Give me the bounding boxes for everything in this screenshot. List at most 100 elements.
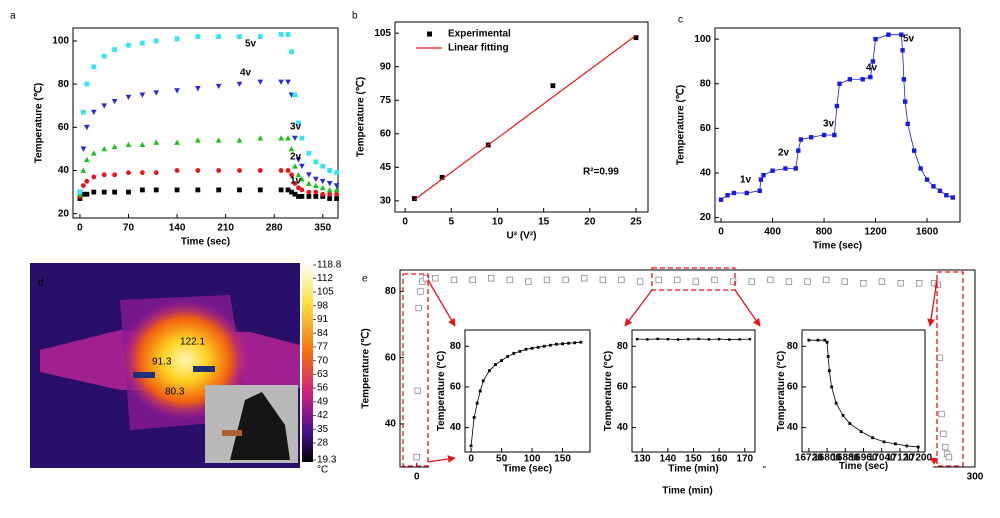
point [111,99,118,105]
point [832,132,837,138]
point [536,345,540,349]
point [718,197,724,202]
y-tick-label: 40 [787,422,799,433]
point [911,148,917,153]
point [139,92,146,98]
x-tick-label: 150 [554,454,571,465]
point [413,453,420,461]
point [112,47,118,52]
point [313,189,319,195]
point [215,137,222,143]
point [550,83,556,89]
point [656,337,659,341]
point [305,172,312,178]
point [414,387,421,395]
point [285,79,291,85]
point [285,135,291,141]
point [295,171,302,178]
point [770,168,775,173]
point [837,81,842,86]
point [194,137,201,143]
point [918,166,923,171]
point [934,281,941,289]
y-axis-title: Temperature (℃) [361,328,372,409]
point [707,338,711,341]
point [432,275,439,282]
x-tick-label: 16880 [831,453,859,464]
point [411,196,417,201]
point [101,189,107,195]
point [931,184,936,189]
annotation: 5v [903,34,915,45]
x-tick-label: 0 [468,454,474,465]
point [905,444,909,448]
point [90,150,97,156]
y-tick-label: 60 [58,122,70,133]
point [902,99,908,104]
point [936,354,943,361]
point [916,445,920,449]
x-tick-label: 0 [402,217,408,228]
point [326,181,333,187]
point [327,191,333,197]
point [870,59,876,64]
y-axis-title: Temperature (℃) [356,77,367,158]
x-axis-title: Time (min) [668,463,718,474]
colorbar-unit: °C [317,465,328,476]
panel-label: c [678,15,683,26]
point [796,148,801,153]
point [506,355,510,358]
photo-clip [222,430,242,436]
point [320,163,326,169]
point [299,163,305,170]
point [646,338,649,341]
point [599,276,607,284]
point [101,103,108,109]
point [292,181,298,186]
point [500,359,503,362]
point [333,183,340,189]
thermal-image [30,263,313,468]
y-tick-label: 100 [52,36,69,47]
x-tick-label: 17200 [904,453,932,464]
point [236,137,243,143]
point [415,304,422,312]
point [783,166,788,171]
x-axis-title: Time (sec) [181,237,230,248]
point [101,146,108,152]
point [924,177,930,182]
point [481,379,485,383]
point [827,369,831,373]
colorbar-label: 19.3 [317,455,337,466]
colorbar-label: 63 [317,369,329,380]
point [216,34,222,40]
point [938,410,945,418]
point [548,343,552,347]
point [816,338,820,342]
point [153,187,159,193]
x-axis-title: Time (sec) [813,241,862,252]
point [292,92,298,98]
point [847,77,852,82]
point [674,276,681,284]
point [194,86,201,92]
point [417,288,424,295]
point [237,34,242,40]
point [748,278,755,285]
point [635,337,639,341]
point [289,49,294,55]
point [725,193,730,198]
point [126,189,131,195]
point [636,278,644,285]
colorbar-label: 28 [317,438,329,449]
panel-label: b [352,11,358,22]
point [798,137,804,142]
arrow [734,289,761,327]
point [841,414,845,417]
point [195,34,201,40]
y-tick-label: 100 [694,34,711,45]
point [84,81,90,87]
y-tick-label: 105 [374,28,391,39]
point [285,168,291,173]
point [278,168,284,173]
